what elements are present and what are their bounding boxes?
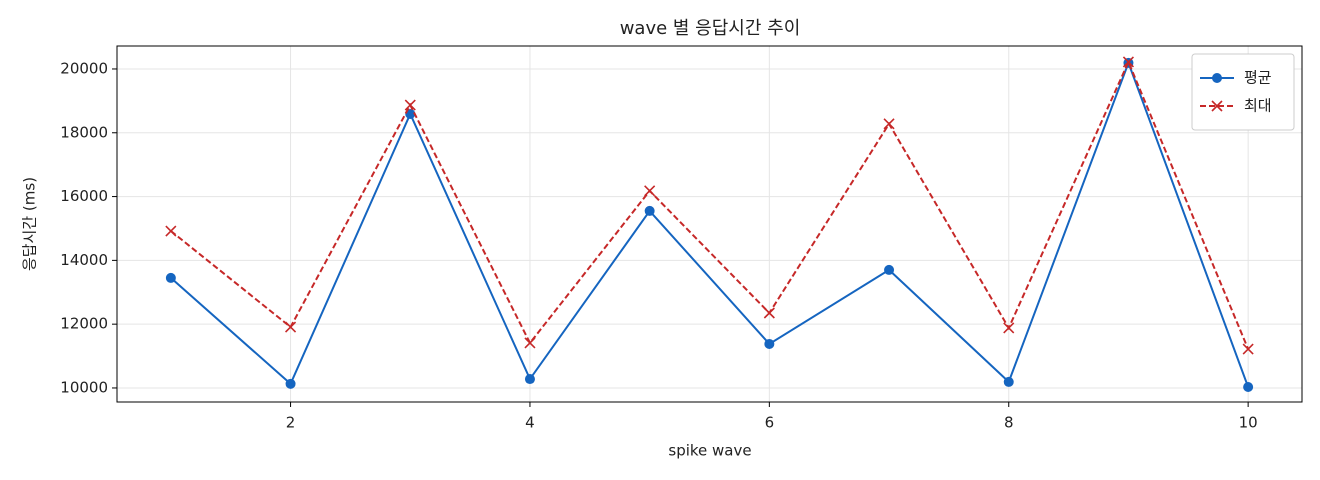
data-point: [165, 272, 176, 283]
series-line: [170, 59, 1250, 350]
data-point: [1243, 382, 1254, 393]
marker-cross: [1211, 100, 1223, 112]
data-point: [1003, 376, 1014, 387]
legend-marker: [1212, 73, 1222, 83]
data-point: [165, 225, 177, 237]
data-point: [284, 321, 297, 333]
data-point: [764, 338, 775, 349]
marker-cross: [165, 225, 177, 237]
marker-cross: [1242, 343, 1254, 355]
legend-label: 평균: [1244, 69, 1272, 87]
chart-title: wave 별 응답시간 추이: [620, 18, 801, 39]
y-tick-label: 16000: [60, 187, 108, 205]
data-point: [644, 205, 655, 216]
data-point: [404, 99, 416, 111]
data-point: [1122, 56, 1135, 68]
x-tick-label: 2: [286, 414, 296, 432]
data-point: [884, 264, 895, 275]
y-tick-label: 14000: [60, 251, 108, 269]
data-point: [644, 185, 656, 197]
x-tick-label: 8: [1004, 414, 1014, 432]
x-axis-label: spike wave: [668, 442, 751, 460]
data-point: [524, 374, 535, 385]
data-point: [763, 307, 775, 319]
marker-cross: [1003, 322, 1015, 334]
legend-box: [1191, 53, 1295, 131]
data-point: [1242, 343, 1254, 355]
plot-frame: [116, 45, 1303, 403]
marker-cross: [404, 99, 416, 111]
y-tick-label: 18000: [60, 123, 108, 141]
legend-label: 최대: [1244, 97, 1272, 115]
data-point: [524, 337, 536, 349]
data-point: [883, 118, 895, 130]
series-line: [170, 60, 1250, 388]
x-tick-label: 6: [765, 414, 775, 432]
x-tick-label: 10: [1239, 414, 1258, 432]
marker-cross: [883, 118, 895, 130]
marker-cross: [644, 185, 656, 197]
y-tick-label: 20000: [60, 59, 108, 77]
data-point: [1003, 322, 1015, 334]
data-point: [285, 378, 296, 389]
marker-cross: [763, 307, 775, 319]
marker-cross: [524, 337, 536, 349]
marker-cross: [1122, 56, 1135, 68]
y-axis-label: 응답시간 (ms): [21, 177, 39, 271]
y-tick-label: 12000: [60, 315, 108, 333]
legend-marker: [1211, 100, 1223, 112]
y-tick-label: 10000: [60, 378, 108, 396]
x-tick-label: 4: [525, 414, 535, 432]
marker-cross: [284, 321, 297, 333]
